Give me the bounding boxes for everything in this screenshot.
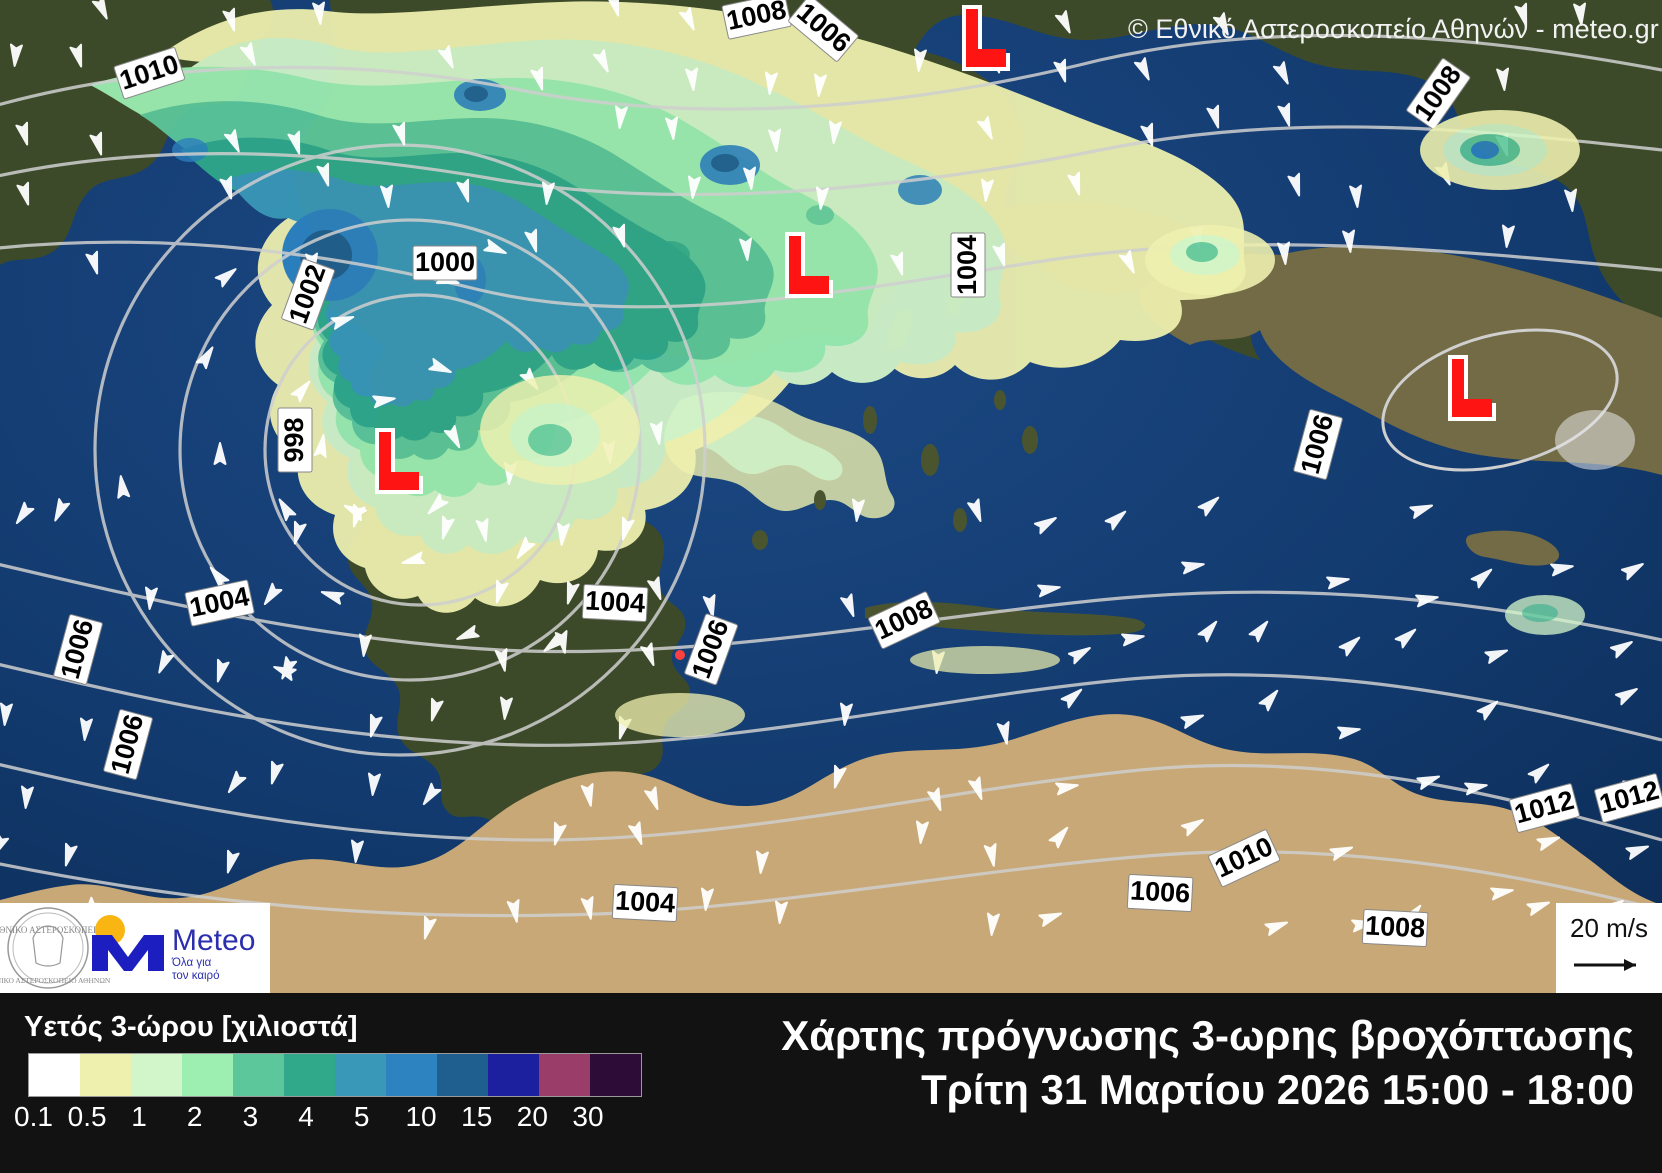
svg-text:Όλα για: Όλα για <box>171 957 212 969</box>
svg-text:20 m/s: 20 m/s <box>1570 913 1648 943</box>
svg-text:τον καιρό: τον καιρό <box>172 970 219 982</box>
svg-text:1004: 1004 <box>614 885 676 918</box>
svg-text:Meteo: Meteo <box>172 924 255 957</box>
svg-text:1000: 1000 <box>415 247 475 277</box>
svg-text:998: 998 <box>279 417 309 462</box>
svg-text:1006: 1006 <box>1129 875 1191 908</box>
svg-text:1008: 1008 <box>1364 910 1426 943</box>
svg-text:1004: 1004 <box>952 235 982 295</box>
svg-text:ΕΘΝΙΚΟ ΑΣΤΕΡΟΣΚΟΠΕΙΟ ΑΘΗΝΩΝ: ΕΘΝΙΚΟ ΑΣΤΕΡΟΣΚΟΠΕΙΟ ΑΘΗΝΩΝ <box>0 976 111 985</box>
svg-text:1004: 1004 <box>584 585 646 618</box>
